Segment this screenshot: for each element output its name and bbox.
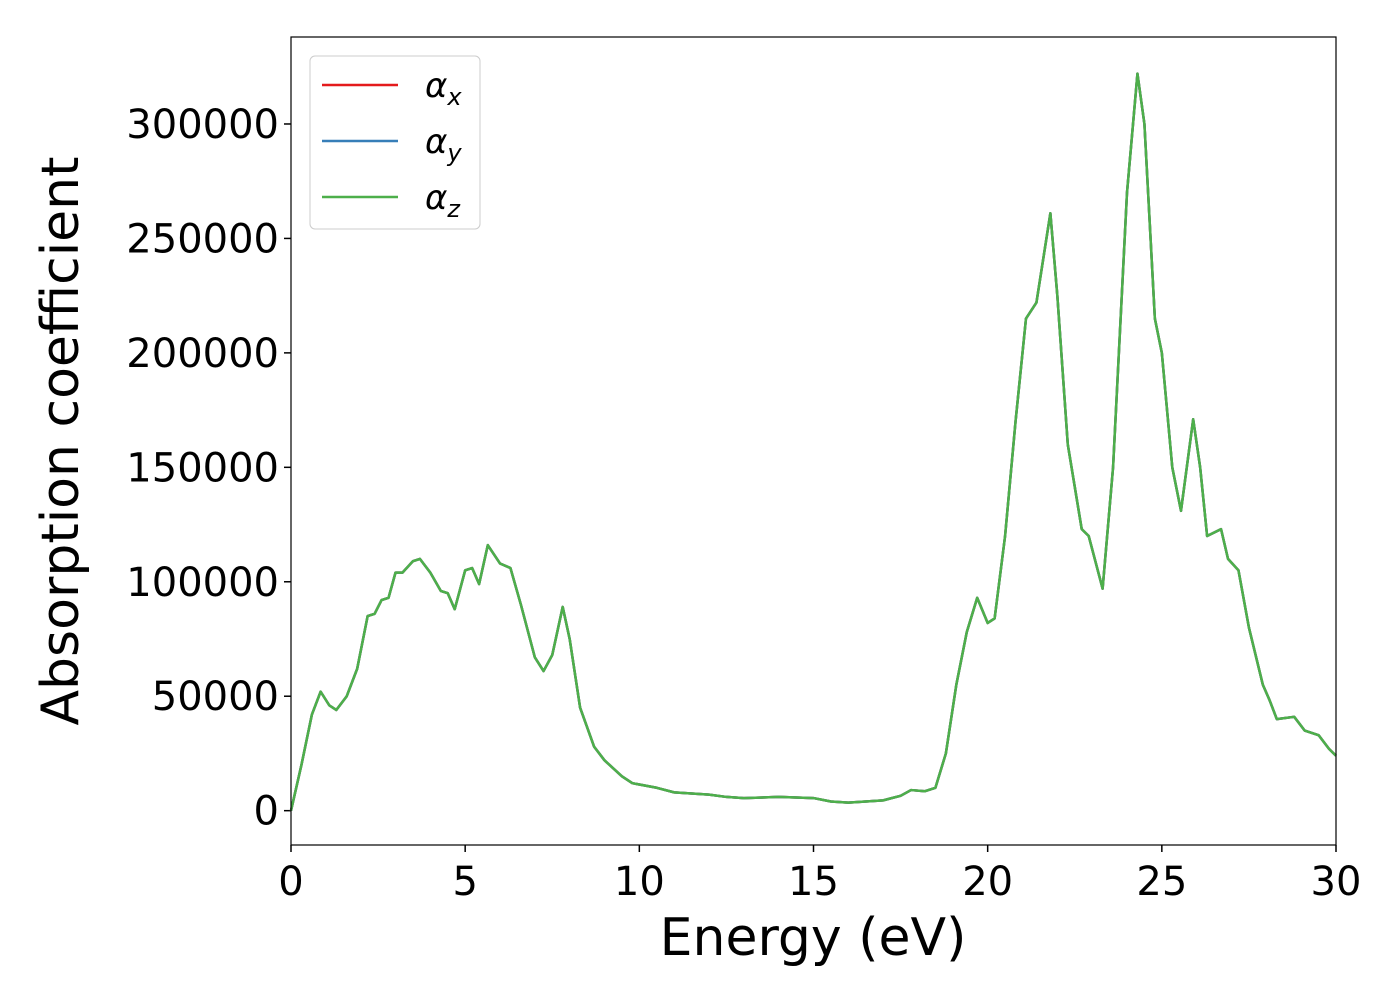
plot-frame bbox=[290, 36, 1337, 846]
y-tick-label: 150000 bbox=[126, 445, 279, 491]
x-tick-label: 30 bbox=[1311, 859, 1362, 905]
legend-box bbox=[309, 55, 481, 230]
x-tick-label: 5 bbox=[452, 859, 477, 905]
y-tick-label: 300000 bbox=[126, 102, 279, 148]
x-tick-label: 25 bbox=[1136, 859, 1187, 905]
y-tick-label: 50000 bbox=[152, 674, 279, 720]
x-tick-label: 15 bbox=[788, 859, 839, 905]
y-tick-label: 250000 bbox=[126, 216, 279, 262]
x-tick-label: 20 bbox=[962, 859, 1013, 905]
legend-label: αz bbox=[425, 178, 461, 223]
y-tick-label: 100000 bbox=[126, 560, 279, 606]
y-axis-label: Absorption coefficient bbox=[31, 156, 91, 725]
x-tick-label: 0 bbox=[278, 859, 303, 905]
y-tick-label: 200000 bbox=[126, 331, 279, 377]
y-tick-label: 0 bbox=[254, 789, 279, 835]
x-axis-label: Energy (eV) bbox=[660, 908, 967, 968]
legend-label: αy bbox=[425, 122, 462, 167]
data-line bbox=[289, 72, 1337, 811]
legend-label: αx bbox=[425, 66, 462, 111]
x-tick-label: 10 bbox=[614, 859, 665, 905]
